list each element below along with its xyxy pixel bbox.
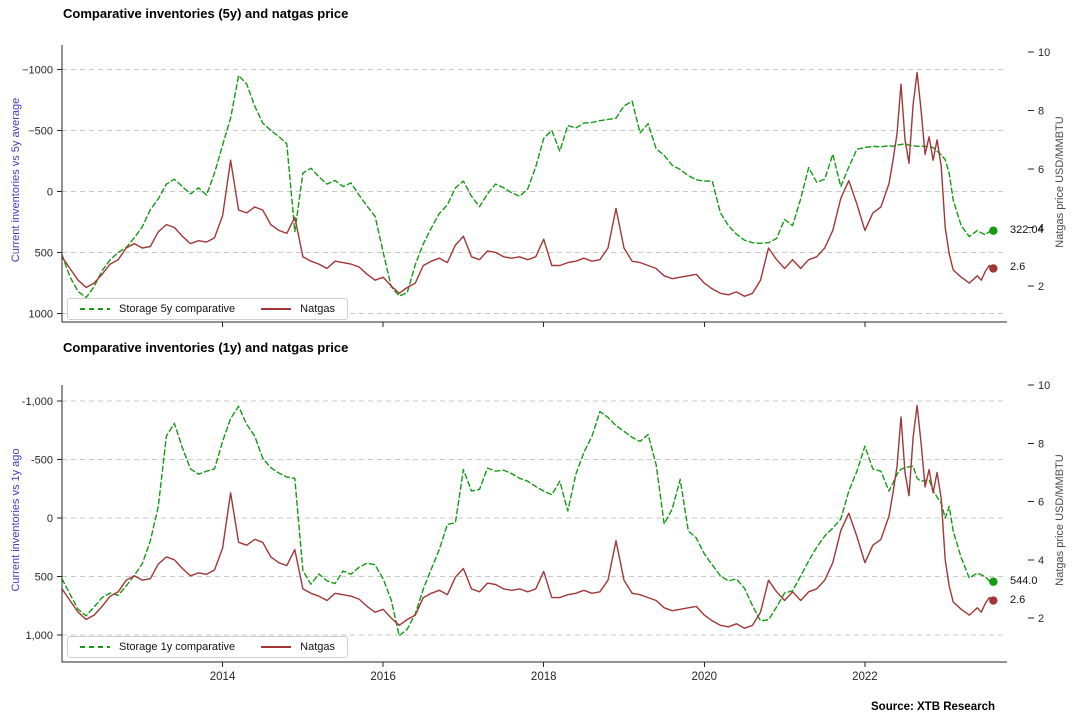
chart1-natgas-end-value: 2.6 xyxy=(1010,261,1026,274)
dashed-line-sample-icon xyxy=(80,646,110,648)
chart2-title: Comparative inventories (1y) and natgas … xyxy=(63,340,349,355)
svg-text:0: 0 xyxy=(47,186,53,198)
svg-text:500: 500 xyxy=(35,247,53,259)
svg-text:6: 6 xyxy=(1038,164,1044,176)
source-credit: Source: XTB Research xyxy=(871,701,995,713)
legend-item-natgas: Natgas xyxy=(261,303,335,315)
legend-label: Storage 1y comparative xyxy=(119,641,236,653)
chart2-left-axis-label: Current inventories vs 1y ago xyxy=(10,448,22,592)
legend-label: Storage 5y comparative xyxy=(119,303,236,315)
svg-text:2014: 2014 xyxy=(210,671,236,683)
svg-text:6: 6 xyxy=(1038,497,1044,509)
svg-text:4: 4 xyxy=(1038,555,1044,567)
legend-item-storage-1y: Storage 1y comparative xyxy=(80,641,235,653)
chart1-title: Comparative inventories (5y) and natgas … xyxy=(63,6,349,21)
svg-text:1,000: 1,000 xyxy=(25,630,53,642)
chart2-storage-end-value: 544.0 xyxy=(1010,574,1038,587)
chart2-natgas-end-value: 2.6 xyxy=(1010,593,1026,606)
solid-line-sample-icon xyxy=(261,646,292,648)
chart1-storage-end-value: 322.04 xyxy=(1010,223,1044,236)
chart1-right-axis-label: Natgas price USD/MMBTU xyxy=(1054,116,1066,248)
svg-text:4: 4 xyxy=(1038,223,1044,235)
svg-text:2: 2 xyxy=(1038,281,1044,293)
solid-line-sample-icon xyxy=(261,308,292,310)
svg-text:2: 2 xyxy=(1038,613,1044,625)
svg-text:8: 8 xyxy=(1038,106,1044,118)
svg-text:10: 10 xyxy=(1038,47,1050,59)
chart1-left-axis-label: Current inventories vs 5y average xyxy=(10,97,22,263)
svg-text:2022: 2022 xyxy=(852,671,878,683)
svg-text:−1000: −1000 xyxy=(22,64,53,76)
svg-text:2020: 2020 xyxy=(692,671,718,683)
legend-label: Natgas xyxy=(300,641,336,653)
svg-text:1000: 1000 xyxy=(29,308,53,320)
svg-text:−500: −500 xyxy=(28,125,53,137)
svg-text:500: 500 xyxy=(35,572,53,584)
svg-text:8: 8 xyxy=(1038,438,1044,450)
chart2-legend: Storage 1y comparative Natgas xyxy=(67,636,349,658)
svg-text:2016: 2016 xyxy=(370,671,396,683)
legend-label: Natgas xyxy=(300,303,336,315)
svg-text:2018: 2018 xyxy=(531,671,557,683)
dashed-line-sample-icon xyxy=(80,308,110,310)
chart1-legend: Storage 5y comparative Natgas xyxy=(67,298,349,320)
svg-text:-500: -500 xyxy=(31,455,53,467)
svg-text:-1,000: -1,000 xyxy=(22,396,53,408)
legend-item-natgas: Natgas xyxy=(261,641,335,653)
svg-text:10: 10 xyxy=(1038,380,1050,392)
legend-item-storage-5y: Storage 5y comparative xyxy=(80,303,235,315)
svg-text:0: 0 xyxy=(47,513,53,525)
chart2-right-axis-label: Natgas price USD/MMBTU xyxy=(1054,454,1066,586)
